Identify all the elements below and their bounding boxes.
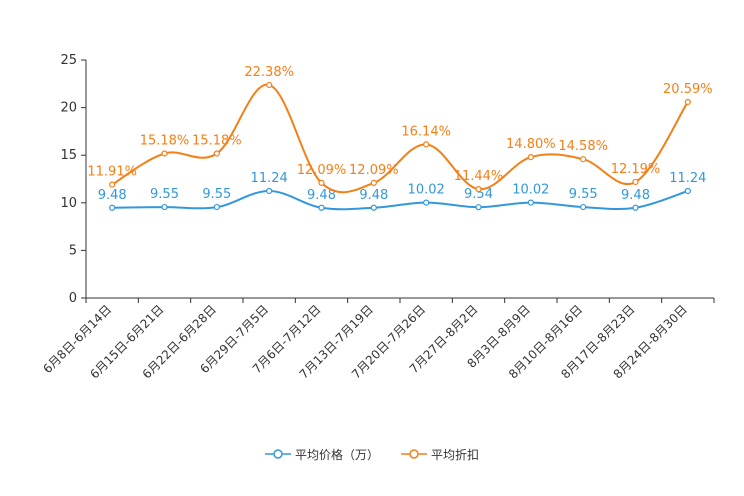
data-label-price: 11.24 xyxy=(251,171,288,186)
y-tick-label: 20 xyxy=(60,101,77,116)
data-point-discount[interactable] xyxy=(423,141,430,148)
y-tick-label: 15 xyxy=(60,148,77,163)
data-point-discount[interactable] xyxy=(580,156,587,163)
data-point-price[interactable] xyxy=(475,204,482,211)
data-label-discount: 12.09% xyxy=(349,163,399,178)
data-point-discount[interactable] xyxy=(266,81,273,89)
data-label-discount: 11.44% xyxy=(454,169,504,184)
data-point-price[interactable] xyxy=(318,204,325,211)
data-label-discount: 14.58% xyxy=(558,139,608,154)
data-point-price[interactable] xyxy=(370,204,377,211)
data-point-price[interactable] xyxy=(684,187,691,195)
data-point-price[interactable] xyxy=(580,203,587,211)
data-point-discount[interactable] xyxy=(527,154,534,161)
data-point-discount[interactable] xyxy=(213,150,220,157)
data-label-discount: 12.09% xyxy=(297,163,347,178)
data-label-price: 10.02 xyxy=(512,183,549,198)
data-label-price: 9.48 xyxy=(359,188,388,203)
data-label-discount: 22.38% xyxy=(244,65,294,80)
y-tick-label: 25 xyxy=(60,53,77,68)
y-tick-label: 0 xyxy=(69,291,77,306)
data-label-discount: 15.18% xyxy=(192,133,242,148)
data-point-discount[interactable] xyxy=(161,150,168,157)
data-label-price: 9.48 xyxy=(621,188,650,203)
data-label-price: 10.02 xyxy=(408,183,445,198)
data-point-price[interactable] xyxy=(161,203,168,211)
y-tick-label: 10 xyxy=(60,196,77,211)
data-label-price: 9.48 xyxy=(307,188,336,203)
data-point-price[interactable] xyxy=(527,199,534,206)
series-line-price xyxy=(112,189,689,211)
legend-price-label: 平均价格（万） xyxy=(294,447,379,462)
data-label-price: 9.55 xyxy=(202,187,231,202)
legend-discount-label: 平均折扣 xyxy=(431,447,480,462)
data-point-price[interactable] xyxy=(423,199,430,206)
data-label-price: 11.24 xyxy=(669,171,706,186)
y-tick-label: 5 xyxy=(69,243,77,258)
data-point-price[interactable] xyxy=(213,203,220,211)
data-label-price: 9.55 xyxy=(569,187,598,202)
legend-price-swatch-icon xyxy=(264,449,291,459)
data-label-discount: 16.14% xyxy=(401,124,451,139)
legend: 平均价格（万） 平均折扣 xyxy=(0,442,744,466)
data-point-discount[interactable] xyxy=(475,185,482,193)
data-label-discount: 14.80% xyxy=(506,137,556,152)
data-point-discount[interactable] xyxy=(109,181,116,188)
line-chart: 05101520256月8日-6月14日6月15日-6月21日6月22日-6月2… xyxy=(40,53,715,382)
legend-item-price[interactable]: 平均价格（万） xyxy=(264,446,379,463)
data-point-price[interactable] xyxy=(266,187,273,195)
data-point-price[interactable] xyxy=(632,204,639,211)
data-label-discount: 11.91% xyxy=(87,165,137,180)
data-point-price[interactable] xyxy=(109,204,116,211)
data-label-discount: 12.19% xyxy=(611,162,661,177)
data-point-discount[interactable] xyxy=(684,98,691,106)
legend-discount-swatch-icon xyxy=(401,449,427,459)
data-label-discount: 15.18% xyxy=(140,133,190,148)
data-point-discount[interactable] xyxy=(318,179,325,187)
data-label-price: 9.48 xyxy=(98,188,127,203)
data-point-discount[interactable] xyxy=(370,179,377,187)
data-label-price: 9.55 xyxy=(150,187,179,202)
data-point-discount[interactable] xyxy=(632,178,639,186)
legend-item-discount[interactable]: 平均折扣 xyxy=(401,446,479,463)
data-label-price: 9.54 xyxy=(464,187,493,202)
data-label-discount: 20.59% xyxy=(663,82,713,97)
